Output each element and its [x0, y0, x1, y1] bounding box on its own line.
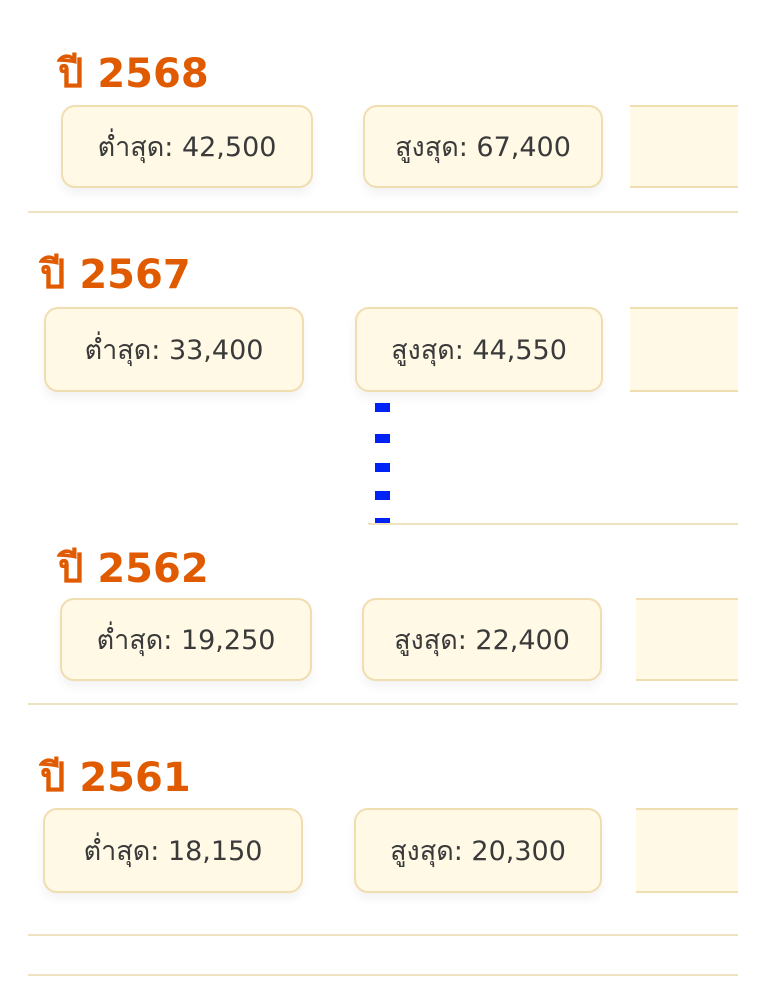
clipped-card: [630, 105, 738, 188]
ellipsis-dash: [375, 518, 390, 524]
max-price-card: สูงสุด: 67,400: [363, 105, 603, 188]
min-price-card: ต่ำสุด: 18,150: [43, 808, 303, 893]
ellipsis-dash: [375, 434, 390, 443]
ellipsis-dash: [375, 491, 390, 500]
divider: [28, 974, 738, 976]
divider: [368, 523, 738, 525]
year-title: ปี 2567: [40, 252, 191, 298]
ellipsis-dash: [375, 463, 390, 472]
clipped-card: [636, 808, 738, 893]
divider: [28, 211, 738, 213]
year-title: ปี 2562: [58, 546, 209, 592]
clipped-card: [630, 307, 738, 392]
min-price-card: ต่ำสุด: 19,250: [60, 598, 312, 681]
min-price-card: ต่ำสุด: 33,400: [44, 307, 304, 392]
year-title: ปี 2568: [58, 51, 209, 97]
year-title: ปี 2561: [40, 755, 191, 801]
clipped-card: [636, 598, 738, 681]
max-price-card: สูงสุด: 22,400: [362, 598, 602, 681]
max-price-card: สูงสุด: 44,550: [355, 307, 603, 392]
ellipsis-dash: [375, 403, 390, 412]
divider: [28, 934, 738, 936]
min-price-card: ต่ำสุด: 42,500: [61, 105, 313, 188]
max-price-card: สูงสุด: 20,300: [354, 808, 602, 893]
divider: [28, 703, 738, 705]
